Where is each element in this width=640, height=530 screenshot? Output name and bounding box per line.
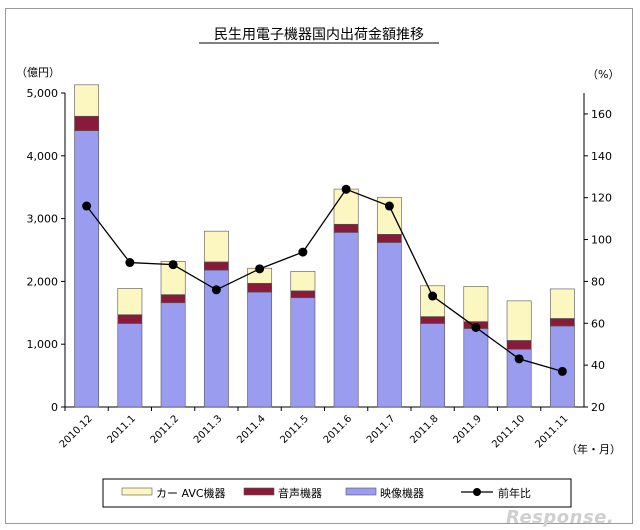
y-left-tick-label: 1,000	[27, 338, 59, 351]
yoy-line	[86, 188, 563, 373]
y-left-tick-label: 5,000	[27, 87, 59, 100]
x-tick-label: 2011.10	[490, 413, 527, 450]
y-right-tick-label: 120	[591, 192, 612, 205]
y-right-tick-label: 60	[591, 317, 605, 330]
y-left-tick-label: 3,000	[27, 213, 59, 226]
yoy-point	[557, 366, 567, 376]
legend-box	[102, 478, 572, 508]
chart-svg: 民生用電子機器国内出荷金額推移 （億円） （%） （年・月） 0 1,000 2,0…	[16, 27, 621, 508]
y-left-tick-label: 4,000	[27, 150, 59, 163]
bar-segment	[117, 323, 143, 408]
chart-frame: 民生用電子機器国内出荷金額推移 （億円） （%） （年・月） 0 1,000 2,0…	[5, 8, 633, 528]
bar-segment	[333, 223, 359, 233]
x-tick-label: 2011.4	[235, 413, 268, 446]
y-left-unit: （億円）	[16, 66, 60, 79]
bar-segment	[376, 234, 402, 243]
bar-segment	[203, 230, 229, 263]
x-tick-label: 2011.7	[365, 413, 398, 446]
y-right-unit: （%）	[587, 68, 619, 81]
legend-video-label: 映像機器	[380, 486, 424, 500]
yoy-point	[211, 285, 221, 295]
bar-segment	[333, 188, 359, 225]
yoy-point	[341, 184, 351, 194]
bar-segment	[160, 302, 186, 408]
bar-segment	[247, 282, 273, 293]
x-unit: （年・月）	[566, 442, 621, 456]
legend: カー AVC機器 音声機器 映像機器 前年比	[102, 478, 572, 508]
legend-audio-swatch	[243, 487, 275, 496]
yoy-point	[384, 201, 394, 211]
yoy-point	[514, 354, 524, 364]
bar-segment	[74, 115, 100, 131]
legend-car-avc-swatch	[121, 487, 153, 496]
bar-segment	[290, 297, 316, 408]
yoy-point	[82, 201, 92, 211]
bar-segment	[420, 323, 446, 408]
bar-segment	[549, 318, 575, 327]
bar-segment	[117, 314, 143, 324]
bar-segment	[420, 316, 446, 324]
x-tick-label: 2011.6	[322, 413, 355, 446]
legend-audio-label: 音声機器	[278, 486, 322, 500]
y-left-tick-label: 2,000	[27, 275, 59, 288]
x-tick-label: 2011.5	[278, 413, 311, 446]
yoy-point	[428, 291, 438, 301]
x-tick-label: 2011.9	[451, 413, 484, 446]
legend-yoy-marker	[473, 488, 481, 496]
yoy-point	[125, 258, 135, 268]
bar-segment	[203, 261, 229, 271]
yoy-point	[298, 247, 308, 257]
legend-yoy-label: 前年比	[498, 486, 531, 500]
watermark-logo: Response.	[506, 507, 615, 528]
x-tick-label: 2011.3	[192, 413, 225, 446]
x-tick-label: 2010.12	[58, 413, 95, 450]
bar-segment	[420, 285, 446, 317]
bar-segment	[333, 232, 359, 408]
bar-segment	[376, 242, 402, 408]
yoy-point	[471, 322, 481, 332]
y-right-tick-label: 140	[591, 150, 612, 163]
bar-segment	[160, 294, 186, 304]
x-tick-label: 2011.8	[408, 413, 441, 446]
yoy-point	[168, 260, 178, 270]
bar-segment	[463, 328, 489, 408]
y-right-tick-label: 20	[591, 401, 605, 414]
legend-car-avc-label: カー AVC機器	[156, 486, 226, 500]
plot-area: 0 1,000 2,000 3,000 4,000 5,000 20 40 60 80 100 120…	[27, 84, 612, 450]
bar-segment	[117, 288, 143, 315]
bar-segment	[290, 271, 316, 292]
legend-video-swatch	[345, 487, 377, 496]
bar-segment	[290, 290, 316, 299]
bar-segment	[549, 288, 575, 319]
yoy-point	[255, 264, 265, 274]
chart-title: 民生用電子機器国内出荷金額推移	[214, 27, 424, 43]
bar-segment	[247, 291, 273, 408]
x-tick-label: 2011.2	[149, 413, 182, 446]
y-left-tick-label: 0	[51, 401, 58, 414]
bar-segment	[74, 130, 100, 408]
y-right-tick-label: 80	[591, 275, 605, 288]
bar-segment	[74, 84, 100, 117]
x-tick-label: 2011.11	[533, 413, 570, 450]
y-right-tick-label: 100	[591, 234, 612, 247]
bar-segment	[463, 286, 489, 322]
bar-segment	[506, 300, 532, 341]
y-right-tick-label: 160	[591, 108, 612, 121]
y-right-tick-label: 40	[591, 359, 605, 372]
bar-segment	[549, 325, 575, 408]
x-tick-label: 2011.1	[105, 413, 138, 446]
bar-segment	[506, 340, 532, 350]
